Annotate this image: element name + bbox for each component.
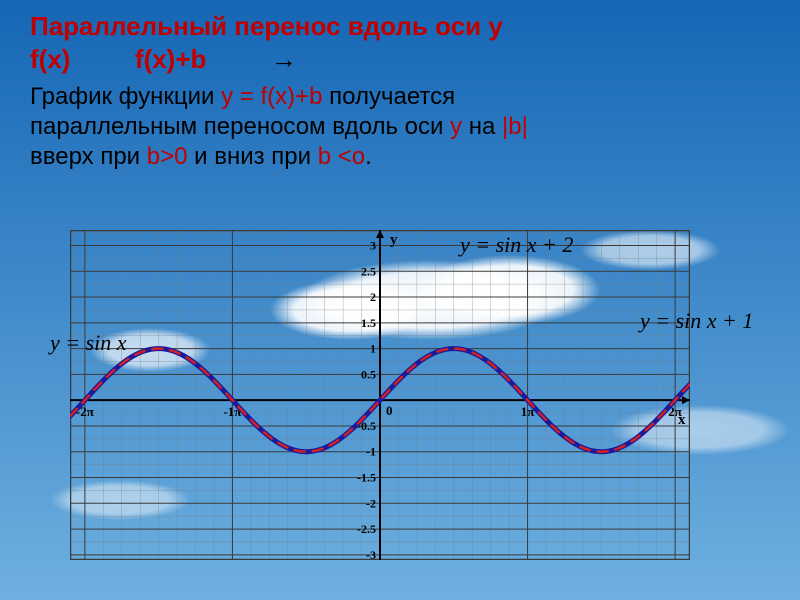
desc-p4: на [462, 113, 502, 140]
svg-text:-2.5: -2.5 [357, 522, 376, 536]
svg-text:3: 3 [370, 238, 376, 252]
desc-p5: вверх при [30, 143, 147, 170]
desc-p1r: y = f(x)+b [221, 83, 322, 110]
desc-p6r: b <о [318, 143, 365, 170]
svg-text:-1: -1 [366, 445, 376, 459]
title-fx: f(x) [30, 44, 70, 74]
desc-p3: параллельным переносом вдоль оси [30, 113, 450, 140]
svg-text:x: x [678, 412, 686, 428]
equation-left: y = sin x [50, 330, 127, 356]
svg-text:1: 1 [370, 342, 376, 356]
title-line-1: Параллельный перенос вдоль оси y [30, 10, 770, 43]
desc-p3r: y [450, 113, 462, 140]
desc-p2: получается [323, 83, 456, 110]
arrow-icon: → [271, 45, 297, 74]
description: График функции y = f(x)+b получается пар… [30, 82, 770, 172]
svg-text:2.5: 2.5 [361, 264, 376, 278]
desc-p6: и вниз при [187, 143, 317, 170]
equation-top: y = sin x + 2 [460, 232, 573, 258]
svg-text:0: 0 [386, 403, 393, 418]
chart: -2π-1π01π2π-3-2.5-2-1.5-1-0.50.511.522.5… [70, 230, 730, 580]
svg-text:y: y [390, 232, 398, 248]
desc-p1: График функции [30, 83, 221, 110]
svg-text:2: 2 [370, 290, 376, 304]
chart-svg: -2π-1π01π2π-3-2.5-2-1.5-1-0.50.511.522.5… [70, 230, 690, 560]
title-line-1-text: Параллельный перенос вдоль оси y [30, 11, 503, 41]
svg-text:-3: -3 [366, 548, 376, 560]
equation-right: y = sin x + 1 [640, 308, 753, 334]
desc-p4r: |b| [502, 113, 528, 140]
svg-text:1.5: 1.5 [361, 316, 376, 330]
svg-text:-1.5: -1.5 [357, 471, 376, 485]
title-line-2: f(x) f(x)+b → [30, 43, 770, 77]
svg-text:0.5: 0.5 [361, 367, 376, 381]
desc-p5r: b>0 [147, 143, 188, 170]
title-fxb: f(x)+b [135, 44, 207, 74]
svg-text:-2: -2 [366, 496, 376, 510]
desc-p7: . [365, 143, 372, 170]
